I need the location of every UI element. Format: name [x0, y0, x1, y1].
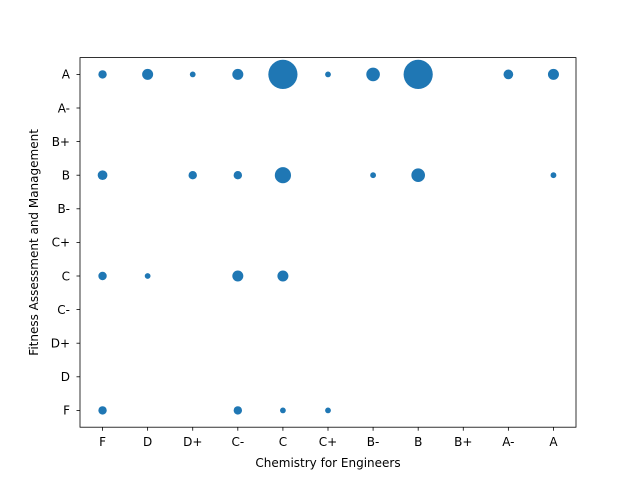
data-point [97, 170, 108, 181]
y-tick-label: D [61, 370, 70, 384]
y-axis: F D D+ C- C C+ B- B B+ A- A [51, 68, 80, 418]
y-tick-label: C [62, 269, 70, 283]
data-point [274, 167, 292, 184]
data-point [277, 270, 289, 282]
data-point [232, 68, 244, 80]
data-point [142, 68, 154, 80]
y-tick-label: C- [57, 303, 70, 317]
y-tick-label: D+ [51, 337, 70, 351]
data-point [144, 273, 151, 279]
data-point [370, 172, 376, 179]
data-point [411, 168, 425, 182]
data-point [98, 70, 107, 79]
data-point [233, 171, 243, 180]
data-points [97, 59, 559, 415]
data-point [98, 271, 107, 281]
data-point [403, 59, 433, 89]
data-point [503, 69, 514, 80]
x-tick-label: B [414, 435, 422, 449]
data-point [550, 172, 557, 179]
data-point [325, 407, 331, 414]
x-axis-title: Chemistry for Engineers [255, 456, 400, 470]
y-tick-label: C+ [52, 236, 70, 250]
y-tick-label: B- [57, 202, 70, 216]
data-point [547, 68, 559, 80]
y-tick-label: A- [58, 101, 70, 115]
data-point [366, 67, 380, 82]
x-tick-label: B+ [454, 435, 472, 449]
data-point [233, 406, 243, 415]
data-point [232, 270, 244, 282]
x-tick-label: A- [502, 435, 514, 449]
x-tick-label: D+ [183, 435, 202, 449]
data-point [188, 171, 197, 180]
x-tick-label: C- [231, 435, 244, 449]
data-point [280, 407, 286, 414]
x-tick-label: C [279, 435, 287, 449]
x-tick-label: C+ [319, 435, 337, 449]
x-tick-label: A [549, 435, 558, 449]
x-tick-label: B- [367, 435, 380, 449]
y-tick-label: B+ [52, 135, 70, 149]
plot-area [79, 57, 577, 428]
y-tick-label: B [62, 169, 70, 183]
y-tick-label: A [62, 68, 71, 82]
data-point [325, 71, 331, 78]
data-point [268, 59, 298, 89]
x-tick-label: D [143, 435, 152, 449]
y-axis-title: Fitness Assessment and Management [27, 129, 41, 356]
x-axis: F D D+ C- C C+ B- B B+ A- A [99, 427, 558, 449]
x-tick-label: F [99, 435, 106, 449]
data-point [98, 406, 107, 415]
y-tick-label: F [63, 404, 70, 418]
data-point [189, 71, 196, 78]
